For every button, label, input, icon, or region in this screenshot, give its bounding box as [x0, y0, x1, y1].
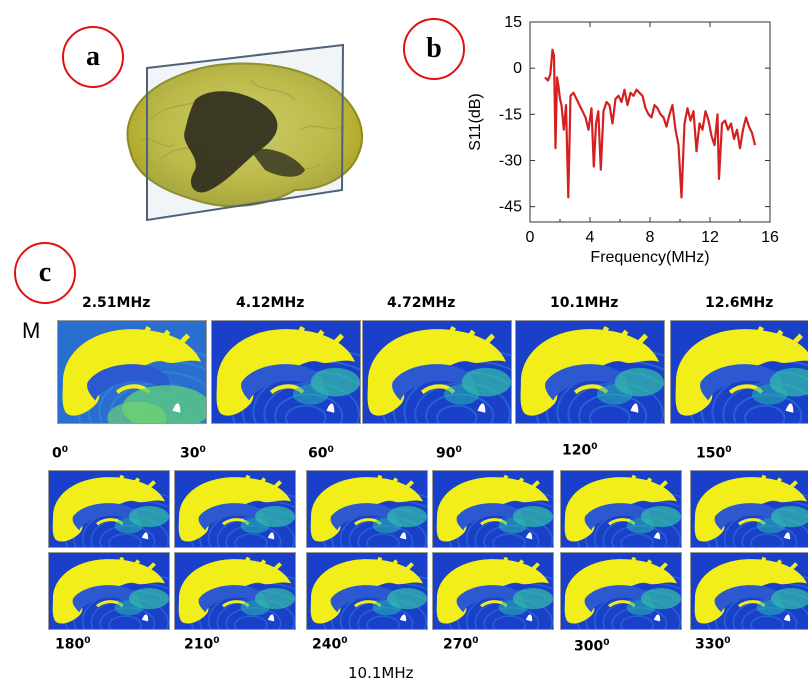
field-map-angle-6 [690, 470, 808, 548]
row-label-m: M [22, 318, 41, 343]
y-tick-label: -45 [499, 199, 522, 216]
x-axis-label: Frequency(MHz) [590, 249, 709, 266]
angle-label-210: 2100 [184, 636, 220, 653]
x-tick-label: 4 [586, 229, 595, 246]
panel-a-label: a [62, 26, 124, 88]
brain-3d-illustration [126, 43, 363, 222]
field-map-frequency-1 [57, 320, 207, 424]
field-map-angle-5 [560, 470, 682, 548]
x-tick-label: 16 [761, 229, 779, 246]
field-map-angle-3 [306, 470, 428, 548]
field-map-angle-4 [432, 470, 554, 548]
angle-label-90: 900 [436, 445, 462, 462]
field-map-angle-10 [432, 552, 554, 630]
angle-label-180: 1800 [55, 636, 91, 653]
s11-chart: 0 4 8 12 16 15 0 -15 -30 -45 Frequency(MHz) S11(dB) [467, 14, 779, 266]
field-map-angle-8 [174, 552, 296, 630]
field-map-angle-12 [690, 552, 808, 630]
angle-label-150: 1500 [696, 445, 732, 462]
field-map-angle-7 [48, 552, 170, 630]
x-tick-label: 0 [526, 229, 535, 246]
y-tick-label: 0 [513, 60, 522, 77]
angle-label-330: 3300 [695, 636, 731, 653]
angle-label-0: 00 [52, 445, 69, 462]
freq-label-4: 10.1MHz [550, 295, 619, 311]
field-map-angle-2 [174, 470, 296, 548]
angle-label-30: 300 [180, 445, 206, 462]
field-map-frequency-2 [211, 320, 361, 424]
field-map-frequency-4 [515, 320, 665, 424]
field-map-angle-1 [48, 470, 170, 548]
x-tick-label: 12 [701, 229, 719, 246]
y-axis-label: S11(dB) [467, 93, 484, 151]
field-map-frequency-5 [670, 320, 808, 424]
bottom-caption: 10.1MHz [348, 664, 414, 682]
freq-label-2: 4.12MHz [236, 295, 305, 311]
angle-label-270: 2700 [443, 636, 479, 653]
x-tick-label: 8 [646, 229, 655, 246]
panel-c-label: c [14, 242, 76, 304]
s11-series-line [544, 48, 757, 199]
angle-label-120: 1200 [562, 442, 598, 459]
field-map-angle-9 [306, 552, 428, 630]
y-tick-label: 15 [504, 14, 522, 31]
y-tick-label: -15 [499, 106, 522, 123]
y-tick-label: -30 [499, 152, 522, 169]
freq-label-1: 2.51MHz [82, 295, 151, 311]
freq-label-5: 12.6MHz [705, 295, 774, 311]
angle-label-300: 3000 [574, 638, 610, 655]
field-map-angle-11 [560, 552, 682, 630]
field-map-frequency-3 [362, 320, 512, 424]
angle-label-240: 2400 [312, 636, 348, 653]
panel-b-label: b [403, 18, 465, 80]
angle-label-60: 600 [308, 445, 334, 462]
freq-label-3: 4.72MHz [387, 295, 456, 311]
